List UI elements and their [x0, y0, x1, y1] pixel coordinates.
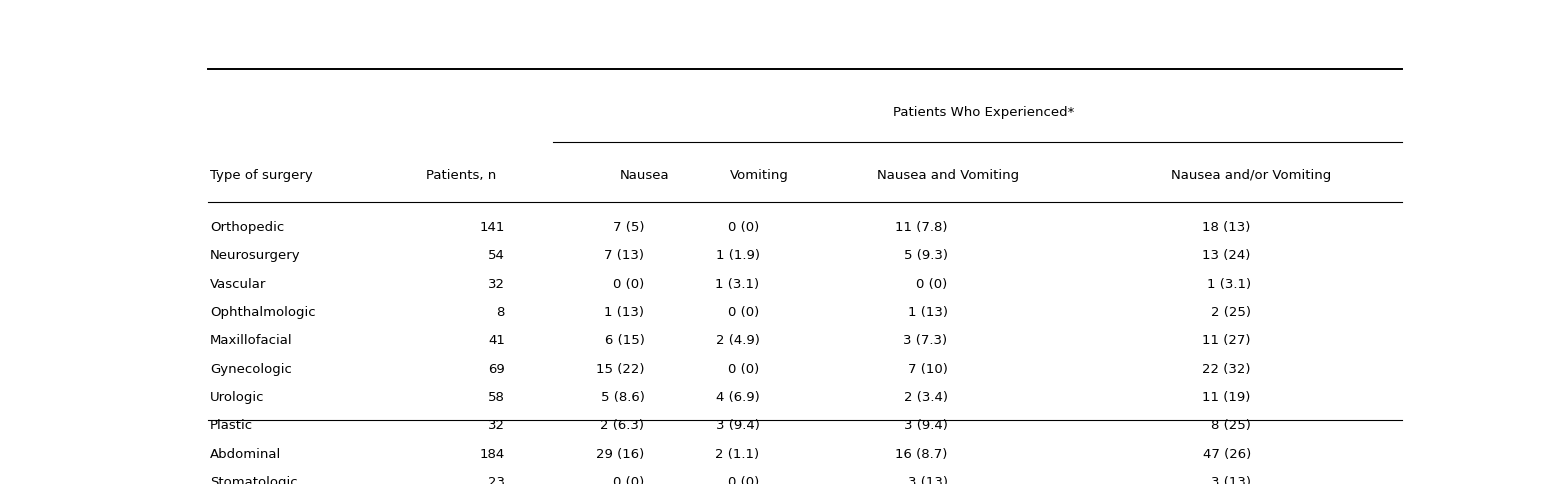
Text: 4 (6.9): 4 (6.9)	[715, 391, 759, 404]
Text: Orthopedic: Orthopedic	[210, 221, 285, 234]
Text: 13 (24): 13 (24)	[1202, 249, 1250, 262]
Text: 7 (5): 7 (5)	[613, 221, 645, 234]
Text: Abdominal: Abdominal	[210, 448, 282, 461]
Text: 1 (13): 1 (13)	[908, 306, 948, 319]
Text: 47 (26): 47 (26)	[1202, 448, 1250, 461]
Text: 22 (32): 22 (32)	[1202, 363, 1250, 376]
Text: 0 (0): 0 (0)	[613, 476, 645, 484]
Text: 5 (9.3): 5 (9.3)	[903, 249, 948, 262]
Text: Nausea and Vomiting: Nausea and Vomiting	[876, 169, 1019, 182]
Text: Nausea: Nausea	[620, 169, 670, 182]
Text: 0 (0): 0 (0)	[728, 363, 759, 376]
Text: 15 (22): 15 (22)	[596, 363, 645, 376]
Text: 54: 54	[488, 249, 505, 262]
Text: 141: 141	[479, 221, 505, 234]
Text: 0 (0): 0 (0)	[728, 476, 759, 484]
Text: 0 (0): 0 (0)	[917, 278, 948, 291]
Text: Vascular: Vascular	[210, 278, 266, 291]
Text: Plastic: Plastic	[210, 420, 254, 432]
Text: 8 (25): 8 (25)	[1211, 420, 1250, 432]
Text: Urologic: Urologic	[210, 391, 264, 404]
Text: 184: 184	[479, 448, 505, 461]
Text: 7 (13): 7 (13)	[604, 249, 645, 262]
Text: 41: 41	[488, 334, 505, 348]
Text: 1 (1.9): 1 (1.9)	[715, 249, 759, 262]
Text: 5 (8.6): 5 (8.6)	[601, 391, 645, 404]
Text: 11 (19): 11 (19)	[1202, 391, 1250, 404]
Text: 16 (8.7): 16 (8.7)	[895, 448, 948, 461]
Text: Maxillofacial: Maxillofacial	[210, 334, 293, 348]
Text: Ophthalmologic: Ophthalmologic	[210, 306, 316, 319]
Text: Vomiting: Vomiting	[731, 169, 789, 182]
Text: 3 (9.4): 3 (9.4)	[715, 420, 759, 432]
Text: 29 (16): 29 (16)	[596, 448, 645, 461]
Text: 2 (6.3): 2 (6.3)	[601, 420, 645, 432]
Text: 1 (3.1): 1 (3.1)	[1207, 278, 1250, 291]
Text: 2 (1.1): 2 (1.1)	[715, 448, 759, 461]
Text: 1 (13): 1 (13)	[604, 306, 645, 319]
Text: 11 (27): 11 (27)	[1202, 334, 1250, 348]
Text: 11 (7.8): 11 (7.8)	[895, 221, 948, 234]
Text: 2 (4.9): 2 (4.9)	[715, 334, 759, 348]
Text: 18 (13): 18 (13)	[1202, 221, 1250, 234]
Text: 6 (15): 6 (15)	[604, 334, 645, 348]
Text: 8: 8	[496, 306, 505, 319]
Text: Patients Who Experienced*: Patients Who Experienced*	[894, 106, 1075, 119]
Text: Nausea and/or Vomiting: Nausea and/or Vomiting	[1171, 169, 1330, 182]
Text: Neurosurgery: Neurosurgery	[210, 249, 300, 262]
Text: 3 (13): 3 (13)	[908, 476, 948, 484]
Text: 3 (9.4): 3 (9.4)	[903, 420, 948, 432]
Text: 0 (0): 0 (0)	[728, 221, 759, 234]
Text: 7 (10): 7 (10)	[908, 363, 948, 376]
Text: 69: 69	[488, 363, 505, 376]
Text: 0 (0): 0 (0)	[728, 306, 759, 319]
Text: Stomatologic: Stomatologic	[210, 476, 297, 484]
Text: 2 (3.4): 2 (3.4)	[903, 391, 948, 404]
Text: 3 (7.3): 3 (7.3)	[903, 334, 948, 348]
Text: 58: 58	[488, 391, 505, 404]
Text: 32: 32	[488, 420, 505, 432]
Text: 23: 23	[488, 476, 505, 484]
Text: Type of surgery: Type of surgery	[210, 169, 313, 182]
Text: Patients, n: Patients, n	[426, 169, 496, 182]
Text: 1 (3.1): 1 (3.1)	[715, 278, 759, 291]
Text: 32: 32	[488, 278, 505, 291]
Text: 3 (13): 3 (13)	[1211, 476, 1250, 484]
Text: 2 (25): 2 (25)	[1211, 306, 1250, 319]
Text: 0 (0): 0 (0)	[613, 278, 645, 291]
Text: Gynecologic: Gynecologic	[210, 363, 293, 376]
